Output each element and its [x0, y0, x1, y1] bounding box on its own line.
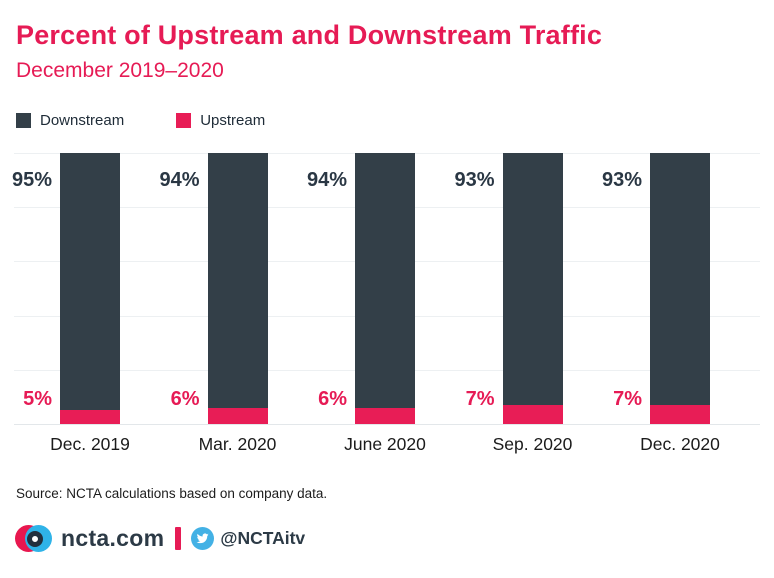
- downstream-value-label: 93%: [454, 169, 495, 191]
- footer-website: ncta.com: [61, 525, 165, 551]
- upstream-value-label: 7%: [465, 388, 495, 410]
- footer-divider: [175, 527, 182, 550]
- legend-label: Upstream: [200, 112, 266, 129]
- source-note: Source: NCTA calculations based on compa…: [16, 486, 328, 501]
- bar-june-2020: [355, 153, 415, 424]
- downstream-value-label: 93%: [601, 169, 642, 191]
- upstream-segment: [60, 410, 120, 424]
- upstream-value-label: 6%: [318, 388, 347, 410]
- downstream-value-label: 94%: [306, 169, 347, 191]
- legend-swatch-icon: [176, 113, 192, 128]
- page-subtitle: December 2019–2020: [16, 59, 224, 82]
- x-axis-label: Dec. 2020: [640, 434, 720, 454]
- bar-mar-2020: [207, 153, 268, 424]
- stacked-bar-chart: 95% 5% Dec. 2019 94% 6% Mar. 2020 94% 6% June 20…: [12, 153, 760, 454]
- downstream-segment: [60, 153, 120, 411]
- gridline-0: [14, 424, 760, 425]
- legend-item-upstream: Upstream: [176, 112, 265, 129]
- logo-ring: [27, 530, 43, 547]
- downstream-segment: [650, 153, 710, 406]
- x-axis-label: Dec. 2019: [50, 434, 130, 454]
- legend-swatch-icon: [16, 113, 31, 128]
- upstream-value-label: 7%: [613, 388, 642, 410]
- bar-sep-2020: [502, 153, 563, 424]
- bar-dec-2020: [650, 153, 710, 424]
- twitter-icon: [191, 527, 215, 550]
- bar-dec-2019: [60, 153, 120, 424]
- footer-twitter-handle: @NCTAitv: [220, 528, 306, 548]
- upstream-segment: [355, 407, 415, 424]
- upstream-segment: [207, 407, 268, 424]
- downstream-segment: [502, 153, 563, 406]
- footer-branding: ncta.com @NCTAitv: [15, 524, 305, 553]
- upstream-value-label: 6%: [170, 388, 200, 410]
- legend-label: Downstream: [40, 112, 125, 129]
- x-axis-label: Sep. 2020: [492, 434, 573, 454]
- legend-item-downstream: Downstream: [16, 112, 124, 129]
- upstream-segment: [650, 405, 710, 424]
- upstream-value-label: 5%: [23, 388, 52, 410]
- page-title: Percent of Upstream and Downstream Traff…: [16, 20, 603, 50]
- downstream-segment: [207, 153, 268, 408]
- chart-legend: Downstream Upstream: [16, 112, 317, 129]
- x-axis-label: Mar. 2020: [198, 434, 277, 454]
- downstream-segment: [355, 153, 415, 408]
- x-axis-label: June 2020: [344, 434, 426, 454]
- ncta-logo-icon: [15, 525, 52, 552]
- downstream-value-label: 94%: [159, 169, 200, 191]
- upstream-segment: [502, 405, 563, 424]
- downstream-value-label: 95%: [11, 169, 52, 191]
